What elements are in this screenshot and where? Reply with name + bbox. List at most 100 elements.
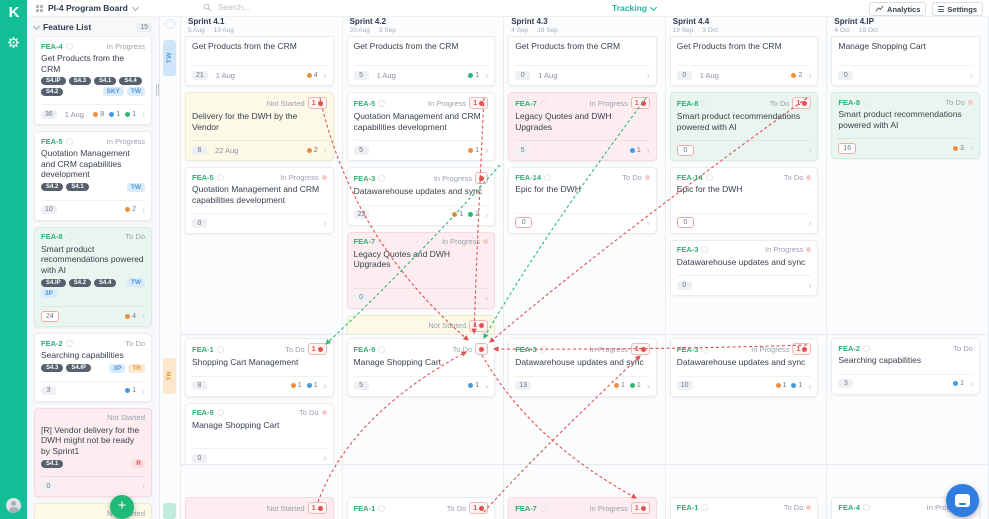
column-end-date: 19 Aug: [213, 27, 234, 34]
feature-card[interactable]: FEA-3 In Progress 1 Datawarehouse updates a…: [669, 338, 819, 397]
user-avatar[interactable]: [6, 498, 21, 513]
feature-card[interactable]: FEA-7 In Progress 1: [508, 497, 657, 519]
swimlane-collapse-icon[interactable]: [165, 19, 175, 29]
blocker-badge[interactable]: 1: [792, 97, 812, 109]
card-status: To Do: [945, 97, 965, 107]
card-open-chevron[interactable]: ›: [485, 209, 489, 220]
feature-card[interactable]: FEA-8 To Do 1 Smart product recommendations…: [669, 92, 819, 161]
blocker-badge[interactable]: 1: [469, 319, 489, 332]
card-open-chevron[interactable]: ›: [323, 145, 327, 155]
feature-card[interactable]: FEA-7 In Progress Legacy Quotes and DWH Up…: [346, 231, 496, 309]
card-open-chevron[interactable]: ›: [808, 217, 812, 228]
pale-alert-dot-icon: [483, 239, 489, 244]
search-input[interactable]: [216, 2, 340, 13]
board-switcher[interactable]: PI-4 Program Board: [36, 3, 139, 13]
feature-card[interactable]: FEA-3 In Progress Datawarehouse updates an…: [346, 167, 496, 226]
feature-card[interactable]: FEA-9 To Do Manage Shopping Cart 0 ›: [185, 402, 334, 464]
card-open-chevron[interactable]: ›: [142, 109, 145, 119]
card-open-chevron[interactable]: ›: [646, 217, 650, 228]
blocker-badge[interactable]: 1: [469, 97, 489, 109]
feature-card[interactable]: FEA-14 To Do Epic for the DWH 0 ›: [508, 167, 657, 234]
card-open-chevron[interactable]: ›: [969, 70, 973, 80]
card-open-chevron[interactable]: ›: [323, 380, 327, 391]
card-title: Smart product recommendations powered wi…: [838, 109, 962, 130]
chat-launcher-button[interactable]: [946, 484, 979, 517]
feature-card[interactable]: FEA-1 To Do 1: [346, 497, 496, 519]
view-selector[interactable]: Tracking: [612, 3, 658, 13]
feature-card[interactable]: FEA-7 In Progress 1 Legacy Quotes and DWH U…: [508, 92, 657, 161]
feature-card[interactable]: Manage Shopping Cart 0 ›: [831, 36, 980, 86]
card-open-chevron[interactable]: ›: [969, 378, 973, 389]
card-open-chevron[interactable]: ›: [142, 311, 145, 321]
card-open-chevron[interactable]: ›: [485, 292, 489, 303]
swimlane-label[interactable]: [163, 503, 176, 519]
feature-card[interactable]: Not Started 1: [185, 497, 334, 519]
sprint-tag: S4.4: [119, 77, 142, 85]
card-open-chevron[interactable]: ›: [808, 380, 812, 391]
card-open-chevron[interactable]: ›: [646, 145, 650, 155]
card-open-chevron[interactable]: ›: [323, 70, 327, 80]
card-open-chevron[interactable]: ›: [646, 70, 650, 80]
blocker-badge[interactable]: [475, 172, 489, 184]
blocker-badge[interactable]: 1: [630, 502, 650, 514]
card-open-chevron[interactable]: ›: [808, 145, 812, 155]
blocker-badge[interactable]: 1: [307, 343, 327, 355]
feature-card[interactable]: Not StartedDelivery for the DWH by the V…: [34, 503, 152, 519]
blocker-badge[interactable]: 1: [469, 502, 489, 514]
feature-card[interactable]: FEA-3 In Progress 1 Datawarehouse updates a…: [508, 338, 657, 397]
feature-card[interactable]: Get Products from the CRM 21 1 Aug 4 ›: [185, 36, 334, 86]
feature-card[interactable]: FEA-4 In Progress Get Products from the CR…: [34, 36, 152, 125]
card-open-chevron[interactable]: ›: [323, 453, 327, 463]
panel-resize-handle[interactable]: [156, 84, 161, 96]
feature-card[interactable]: FEA-3 In Progress Datawarehouse updates an…: [669, 239, 819, 296]
blocker-badge[interactable]: 1: [307, 97, 327, 109]
feature-card[interactable]: FEA-8 To Do Smart product recommendations …: [831, 92, 980, 159]
card-status: To Do: [622, 172, 642, 182]
feature-card[interactable]: FEA-1 To Do: [669, 497, 819, 519]
card-open-chevron[interactable]: ›: [969, 143, 973, 153]
feature-card[interactable]: FEA-5 In Progress Quotation Management and…: [185, 167, 334, 234]
blocker-badge[interactable]: 1: [307, 502, 327, 514]
feature-list-header[interactable]: Feature List 15: [27, 17, 159, 36]
feature-card[interactable]: Get Products from the CRM 0 1 Aug 2 ›: [669, 36, 819, 86]
feature-card[interactable]: FEA-5 In Progress 1 Quotation Management an…: [346, 92, 496, 161]
swimlane-label[interactable]: TW: [163, 40, 176, 76]
card-open-chevron[interactable]: ›: [646, 380, 650, 391]
feature-card[interactable]: FEA-9 To Do Manage Shopping Cart 5 1 ›: [346, 338, 496, 397]
feature-card[interactable]: FEA-2 To Do Searching capabilities S4.3 S4.I…: [34, 333, 152, 402]
card-open-chevron[interactable]: ›: [323, 218, 327, 228]
feature-card[interactable]: FEA-14 To Do Epic for the DWH 0 ›: [669, 167, 819, 234]
card-open-chevron[interactable]: ›: [485, 380, 489, 391]
card-metrics: 1: [468, 72, 479, 79]
add-card-button[interactable]: +: [110, 495, 134, 519]
feature-card[interactable]: FEA-2 To Do Searching capabilities 3 1 ›: [831, 338, 980, 395]
card-open-chevron[interactable]: ›: [808, 280, 812, 290]
settings-button[interactable]: Settings: [932, 2, 983, 16]
gear-icon[interactable]: [7, 36, 20, 49]
feature-card[interactable]: Get Products from the CRM 5 1 Aug 1 ›: [346, 36, 496, 86]
feature-card[interactable]: Get Products from the CRM 0 1 Aug ›: [508, 36, 657, 86]
swimlane-label[interactable]: TR: [163, 358, 176, 394]
feature-card[interactable]: Not Started [R] Vendor delivery for the D…: [34, 407, 152, 497]
pale-alert-dot-icon: [806, 504, 812, 510]
app-logo[interactable]: K: [8, 4, 20, 21]
analytics-button[interactable]: Analytics: [869, 2, 927, 16]
blocker-badge[interactable]: 1: [630, 343, 650, 355]
feature-card[interactable]: FEA-4 In Progress: [831, 497, 980, 519]
card-open-chevron[interactable]: ›: [142, 385, 145, 396]
blocker-badge[interactable]: 1: [792, 343, 812, 355]
card-open-chevron[interactable]: ›: [142, 204, 145, 215]
feature-card[interactable]: FEA-8 To Do Smart product recommendations …: [34, 226, 152, 327]
feature-card[interactable]: FEA-5 In Progress Quotation Management and…: [34, 131, 152, 221]
card-open-chevron[interactable]: ›: [142, 481, 145, 491]
blocker-badge[interactable]: [475, 343, 489, 355]
search-bar[interactable]: [203, 2, 340, 13]
blocker-badge[interactable]: 1: [630, 97, 650, 109]
metric-count: 1: [116, 110, 121, 118]
card-open-chevron[interactable]: ›: [808, 70, 812, 80]
feature-card[interactable]: FEA-1 To Do 1 Shopping Cart Management 8 1 1 ›: [185, 338, 334, 397]
card-open-chevron[interactable]: ›: [485, 145, 489, 155]
card-open-chevron[interactable]: ›: [485, 70, 489, 80]
